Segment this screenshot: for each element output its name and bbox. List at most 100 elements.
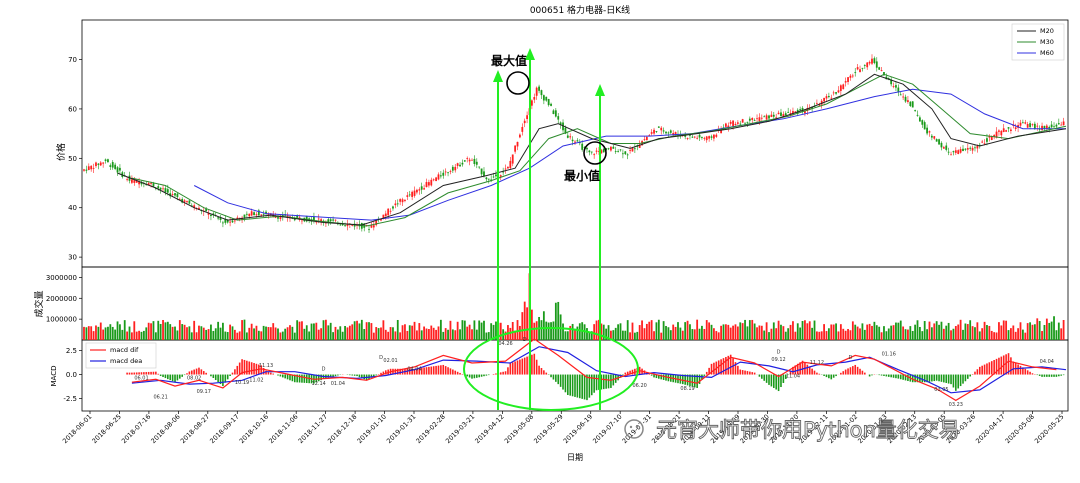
volume-bar [370, 323, 373, 340]
macd-histogram-bar [1012, 361, 1015, 375]
volume-bar [483, 320, 485, 340]
candle-body [114, 164, 117, 169]
volume-bar [873, 321, 876, 340]
macd-histogram-bar [923, 374, 926, 383]
macd-histogram-bar [329, 374, 332, 378]
volume-bar [954, 326, 957, 340]
volume-bar [648, 321, 651, 340]
macd-histogram-bar [746, 371, 749, 375]
macd-histogram-bar [277, 374, 279, 376]
macd-histogram-bar [859, 368, 861, 375]
volume-bar [990, 330, 993, 340]
volume-bar [286, 327, 289, 340]
candle-body [689, 135, 691, 136]
candle-body [780, 112, 782, 116]
candle-body [535, 87, 538, 96]
macd-histogram-bar [157, 373, 160, 375]
macd-histogram-bar [190, 370, 193, 375]
volume-bar [356, 320, 358, 340]
candle-body [495, 174, 497, 177]
candle-body [1055, 124, 1058, 127]
volume-bar [509, 327, 512, 340]
volume-bar [178, 320, 181, 340]
candle-body [217, 217, 220, 219]
volume-bar [1010, 328, 1012, 340]
volume-bar [102, 329, 105, 340]
candle-body [839, 85, 842, 91]
candle-body [962, 148, 964, 152]
candle-body [370, 225, 373, 228]
macd-histogram-bar [605, 374, 607, 389]
macd-histogram-bar [1024, 368, 1027, 375]
volume-bar [995, 332, 998, 340]
macd-histogram-bar [698, 374, 701, 384]
macd-histogram-bar [181, 374, 183, 377]
volume-bar [298, 321, 301, 340]
volume-bar [703, 328, 706, 340]
volume-bar [586, 328, 588, 340]
macd-histogram-bar [854, 364, 857, 375]
candle-body [499, 175, 502, 177]
candle-body [483, 171, 485, 177]
candle-body [655, 131, 658, 132]
candle-body [787, 111, 790, 113]
candle-body [262, 214, 265, 216]
volume-bar [140, 331, 143, 340]
candle-body [772, 114, 775, 117]
volume-bar [947, 322, 950, 340]
candle-body [672, 133, 675, 135]
candle-body [729, 121, 732, 124]
volume-bar [588, 332, 591, 340]
macd-histogram-bar [562, 374, 564, 390]
macd-histogram-bar [1060, 374, 1063, 376]
macd-histogram-bar [301, 374, 303, 383]
candle-body [595, 150, 598, 152]
candle-body [183, 200, 186, 202]
macd-histogram-bar [229, 374, 231, 376]
macd-histogram-bar [286, 374, 289, 380]
macd-histogram-bar [152, 371, 155, 375]
candle-body [705, 136, 708, 141]
volume-bar [892, 325, 895, 340]
candle-body [116, 167, 119, 173]
volume-bar [363, 329, 366, 340]
candle-body [475, 161, 478, 165]
candle-body [301, 220, 303, 222]
volume-bar [131, 332, 133, 340]
volume-bar [1060, 328, 1063, 340]
macd-histogram-bar [435, 365, 437, 375]
candle-body [133, 180, 136, 183]
volume-bar [365, 322, 368, 340]
volume-bar [590, 331, 593, 340]
volume-bar [279, 332, 282, 340]
x-tick-label: 2018-07-16 [120, 413, 152, 445]
macd-histogram-bar [487, 374, 490, 376]
candle-body [701, 136, 703, 138]
candle-body [784, 113, 787, 116]
candle-body [255, 214, 258, 216]
volume-bar [495, 321, 497, 340]
candle-body [126, 179, 129, 181]
volume-bar [377, 328, 380, 340]
macd-histogram-bar [811, 368, 813, 375]
macd-histogram-bar [897, 374, 900, 379]
macd-histogram-bar [626, 371, 629, 375]
volume-bar [813, 320, 816, 340]
volume-bar [329, 322, 332, 340]
volume-bar [1055, 330, 1058, 340]
volume-bar [751, 319, 754, 340]
volume-bar [622, 330, 624, 340]
candle-body [92, 167, 95, 169]
volume-bar [851, 321, 854, 340]
candle-body [157, 186, 160, 189]
candle-body [957, 150, 960, 154]
volume-bar [418, 323, 421, 340]
legend-macd-dif: macd dif [110, 346, 139, 354]
macd-histogram-bar [892, 374, 895, 378]
macd-histogram-bar [444, 366, 447, 375]
macd-histogram-bar [703, 374, 706, 376]
volume-bar [1050, 321, 1053, 340]
volume-bar [109, 324, 112, 340]
volume-bar [569, 325, 572, 340]
volume-bar [1029, 322, 1031, 340]
